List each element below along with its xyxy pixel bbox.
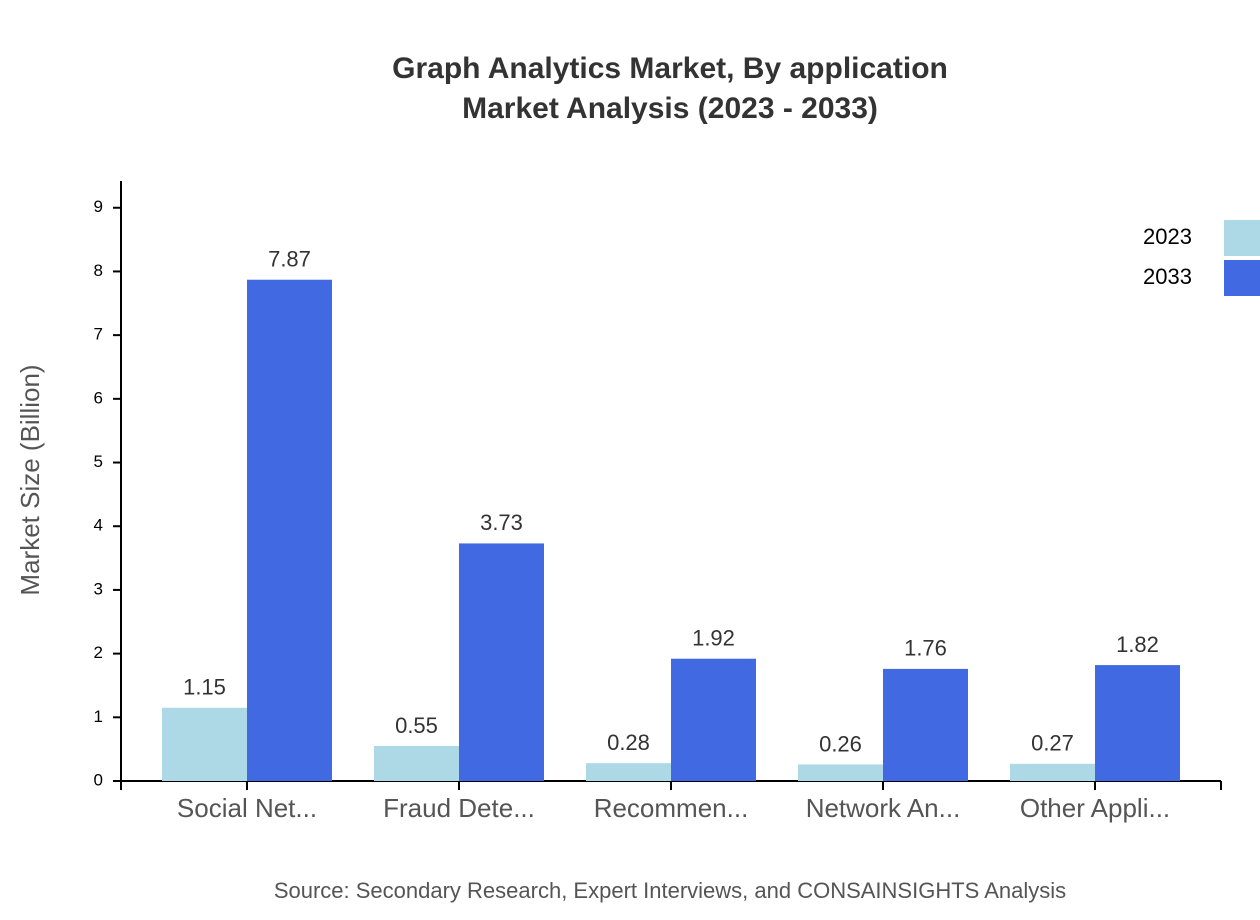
legend-swatch xyxy=(1224,260,1260,296)
x-tick-label: Fraud Dete... xyxy=(383,793,535,823)
value-label: 0.55 xyxy=(395,713,438,738)
value-label: 0.28 xyxy=(607,730,650,755)
y-tick-label: 0 xyxy=(94,770,103,789)
legend-label: 2033 xyxy=(1143,264,1192,289)
value-label: 1.76 xyxy=(904,636,947,661)
bar xyxy=(671,658,756,781)
bar xyxy=(374,745,459,781)
y-tick-label: 3 xyxy=(94,579,103,598)
x-tick-label: Recommen... xyxy=(594,793,749,823)
y-tick-label: 1 xyxy=(94,707,103,726)
x-tick-label: Network An... xyxy=(806,793,961,823)
y-tick-label: 2 xyxy=(94,643,103,662)
y-tick-label: 9 xyxy=(94,197,103,216)
bar xyxy=(459,543,544,781)
value-label: 1.15 xyxy=(183,675,226,700)
y-tick-label: 6 xyxy=(94,388,103,407)
value-label: 1.82 xyxy=(1116,632,1159,657)
chart-subtitle: Market Analysis (2023 - 2033) xyxy=(462,92,878,125)
y-tick-label: 4 xyxy=(94,516,103,535)
y-tick-label: 8 xyxy=(94,261,103,280)
bar xyxy=(162,707,247,781)
x-tick-label: Social Net... xyxy=(177,793,317,823)
y-tick-label: 5 xyxy=(94,452,103,471)
value-label: 1.92 xyxy=(692,626,735,651)
y-axis-label: Market Size (Billion) xyxy=(15,364,45,595)
legend-label: 2023 xyxy=(1143,224,1192,249)
bar xyxy=(586,763,671,781)
value-label: 0.27 xyxy=(1031,731,1074,756)
bar xyxy=(247,279,332,781)
value-label: 3.73 xyxy=(480,510,523,535)
bar xyxy=(1095,665,1180,781)
bar xyxy=(1010,763,1095,781)
y-tick-label: 7 xyxy=(94,325,103,344)
bar xyxy=(883,668,968,781)
value-label: 7.87 xyxy=(268,247,311,272)
legend-swatch xyxy=(1224,220,1260,256)
value-label: 0.26 xyxy=(819,731,862,756)
chart-title: Graph Analytics Market, By application xyxy=(392,52,948,85)
x-tick-label: Other Appli... xyxy=(1020,793,1170,823)
source-note: Source: Secondary Research, Expert Inter… xyxy=(274,878,1066,903)
bar xyxy=(798,764,883,781)
